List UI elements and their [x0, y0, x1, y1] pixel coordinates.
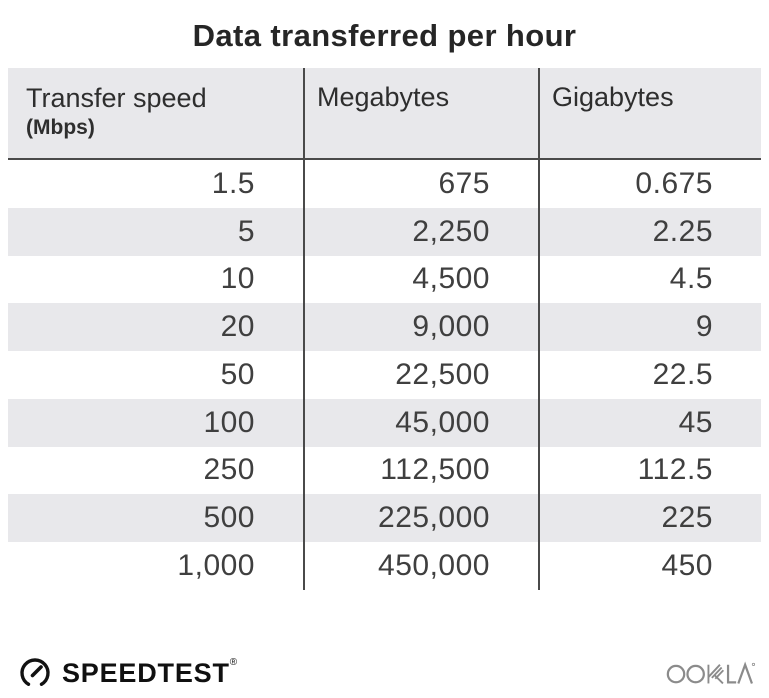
registered-trademark-icon [751, 662, 756, 667]
ookla-letter-o2 [686, 664, 705, 684]
table-row: 50 22,500 22.5 [8, 351, 761, 399]
cell-speed: 500 [203, 501, 255, 535]
cell-gigabytes: 4.5 [538, 255, 761, 304]
cell-megabytes: 45,000 [303, 398, 538, 447]
table-row: 250 112,500 112.5 [8, 446, 761, 495]
cell-megabytes: 225,000 [303, 494, 538, 542]
header-transfer-speed-unit: (Mbps) [26, 116, 95, 139]
table-row: 1.5 675 0.675 [8, 160, 761, 208]
speedtest-logo: SPEEDTEST ® [16, 654, 237, 692]
cell-gigabytes: 450 [538, 542, 761, 590]
cell-speed: 250 [203, 453, 255, 487]
table-row: 10 4,500 4.5 [8, 255, 761, 304]
table-row: 5 2,250 2.25 [8, 207, 761, 256]
cell-gigabytes: 9 [538, 303, 761, 351]
ookla-logo [666, 661, 756, 685]
table-row: 1,000 450,000 450 [8, 542, 761, 590]
cell-gigabytes: 0.675 [538, 160, 761, 208]
ookla-letter-a [737, 661, 753, 684]
cell-gigabytes: 2.25 [538, 207, 761, 256]
cell-megabytes: 9,000 [303, 303, 538, 351]
table-row: 20 9,000 9 [8, 303, 761, 351]
cell-megabytes: 450,000 [303, 542, 538, 590]
ookla-letter-l [726, 664, 737, 684]
header-megabytes: Megabytes [303, 68, 538, 158]
cell-gigabytes: 112.5 [538, 446, 761, 495]
header-transfer-speed: Transfer speed (Mbps) [8, 68, 303, 158]
registered-trademark-icon: ® [229, 657, 238, 668]
cell-megabytes: 2,250 [303, 207, 538, 256]
footer: SPEEDTEST ® [0, 648, 769, 698]
cell-speed: 20 [220, 310, 255, 344]
speedtest-wordmark: SPEEDTEST [62, 657, 230, 688]
cell-speed: 10 [220, 262, 255, 296]
table-row: 500 225,000 225 [8, 494, 761, 542]
cell-megabytes: 675 [303, 160, 538, 208]
cell-megabytes: 112,500 [303, 446, 538, 495]
cell-gigabytes: 225 [538, 494, 761, 542]
ookla-letter-o1 [666, 664, 686, 684]
page-title: Data transferred per hour [192, 18, 577, 53]
cell-megabytes: 4,500 [303, 255, 538, 304]
table-body: 1.5 675 0.675 5 2,250 2.25 10 4,500 4.5 … [8, 160, 761, 590]
cell-speed: 100 [203, 405, 255, 439]
cell-speed: 5 [237, 214, 255, 248]
header-gigabytes: Gigabytes [538, 68, 761, 158]
table-row: 100 45,000 45 [8, 398, 761, 447]
cell-megabytes: 22,500 [303, 351, 538, 399]
header-transfer-speed-label: Transfer speed [26, 83, 207, 113]
cell-speed: 1,000 [177, 548, 255, 582]
cell-gigabytes: 22.5 [538, 351, 761, 399]
speedtest-gauge-icon [20, 658, 50, 686]
data-table: Transfer speed (Mbps) Megabytes Gigabyte… [8, 68, 761, 590]
ookla-letter-k [707, 664, 725, 685]
cell-speed: 1.5 [211, 166, 255, 200]
cell-gigabytes: 45 [538, 398, 761, 447]
table-header-row: Transfer speed (Mbps) Megabytes Gigabyte… [8, 68, 761, 160]
cell-speed: 50 [220, 357, 255, 391]
